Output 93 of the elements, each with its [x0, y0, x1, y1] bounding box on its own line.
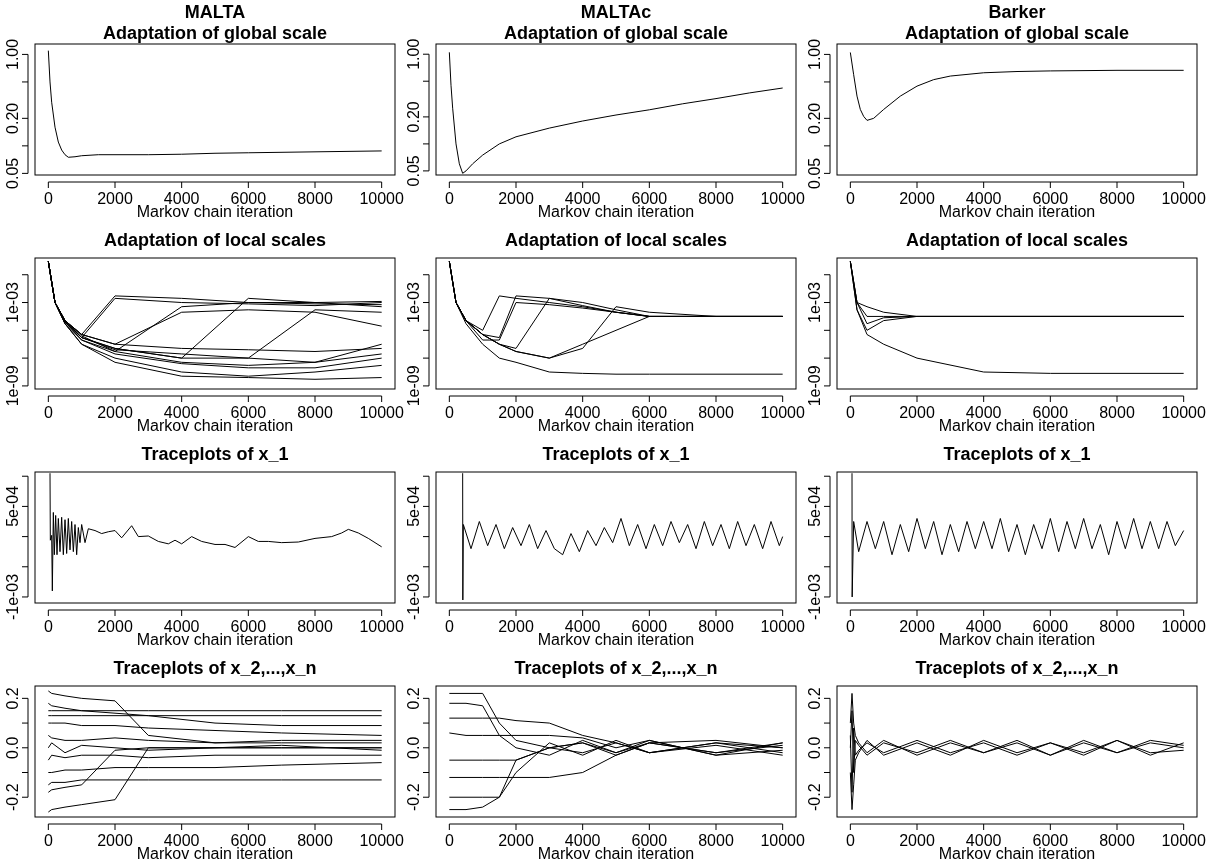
x-tick-label: 0	[444, 190, 454, 207]
y-tick-label: -1e-03	[4, 573, 21, 621]
x-tick-label: 2000	[899, 404, 935, 421]
x-tick-label: 10000	[1161, 618, 1207, 635]
x-tick-label: 0	[43, 832, 53, 849]
y-tick-label: 0.20	[4, 102, 21, 134]
chart-title: Adaptation of local scales	[905, 230, 1129, 250]
x-tick-label: 0	[43, 404, 53, 421]
y-tick-label: 0.20	[405, 101, 422, 133]
x-tick-label: 0	[444, 618, 454, 635]
x-tick-label: 0	[43, 190, 53, 207]
x-tick-label: 0	[845, 404, 855, 421]
chart-title: MALTAc	[580, 2, 652, 22]
y-tick-label: 0.0	[806, 736, 823, 759]
y-tick-label: 0.05	[405, 155, 422, 187]
chart-title: MALTA	[184, 2, 246, 22]
x-tick-label: 8000	[698, 618, 734, 635]
x-tick-label: 2000	[498, 404, 534, 421]
y-tick-label: 1e-03	[405, 281, 422, 323]
x-tick-label: 10000	[359, 190, 405, 207]
x-tick-label: 2000	[498, 190, 534, 207]
y-tick-label: 5e-04	[405, 485, 422, 527]
x-tick-label: 10000	[359, 832, 405, 849]
x-tick-label: 10000	[359, 618, 405, 635]
x-tick-label: 8000	[1099, 618, 1135, 635]
y-tick-label: -0.2	[4, 783, 21, 812]
x-tick-label: 2000	[498, 832, 534, 849]
chart-title: Traceplots of x_2,...,x_n	[514, 658, 718, 678]
y-tick-label: 0.0	[405, 736, 422, 759]
x-tick-label: 2000	[899, 832, 935, 849]
y-tick-label: 1e-03	[4, 281, 21, 323]
x-tick-label: 2000	[97, 618, 133, 635]
x-tick-label: 8000	[698, 404, 734, 421]
x-tick-label: 8000	[698, 190, 734, 207]
chart-subtitle: Adaptation of global scale	[904, 23, 1130, 43]
y-tick-label: -1e-03	[405, 573, 422, 621]
chart-subtitle: Adaptation of global scale	[102, 23, 328, 43]
x-tick-label: 0	[43, 618, 53, 635]
x-tick-label: 10000	[760, 618, 806, 635]
y-tick-label: 0.05	[4, 157, 21, 189]
x-tick-label: 10000	[1161, 190, 1207, 207]
x-tick-label: 0	[444, 832, 454, 849]
y-tick-label: 5e-04	[4, 485, 21, 527]
x-tick-label: 10000	[359, 404, 405, 421]
chart-title: Adaptation of local scales	[103, 230, 327, 250]
x-tick-label: 8000	[1099, 190, 1135, 207]
y-tick-label: 1.00	[405, 38, 422, 70]
x-tick-label: 8000	[297, 190, 333, 207]
y-tick-label: 1.00	[806, 38, 823, 70]
x-tick-label: 2000	[97, 190, 133, 207]
x-tick-label: 10000	[760, 832, 806, 849]
x-tick-label: 10000	[1161, 404, 1207, 421]
y-tick-label: 0.2	[405, 687, 422, 710]
x-tick-label: 8000	[1099, 404, 1135, 421]
chart-subtitle: Adaptation of global scale	[503, 23, 729, 43]
x-tick-label: 2000	[899, 190, 935, 207]
y-tick-label: 1.00	[4, 38, 21, 70]
y-tick-label: 0.2	[806, 687, 823, 710]
y-tick-label: 0.2	[4, 687, 21, 710]
x-tick-label: 8000	[698, 832, 734, 849]
chart-title: Traceplots of x_1	[542, 444, 690, 464]
chart-title: Traceplots of x_1	[141, 444, 289, 464]
x-tick-label: 2000	[498, 618, 534, 635]
chart-title: Adaptation of local scales	[504, 230, 728, 250]
y-tick-label: 0.05	[806, 157, 823, 189]
y-tick-label: 1e-09	[405, 365, 422, 407]
chart-title: Barker	[988, 2, 1046, 22]
x-tick-label: 10000	[1161, 832, 1207, 849]
y-tick-label: -0.2	[405, 783, 422, 812]
x-tick-label: 0	[845, 190, 855, 207]
y-tick-label: 1e-03	[806, 281, 823, 323]
x-tick-label: 0	[444, 404, 454, 421]
x-tick-label: 10000	[760, 404, 806, 421]
y-tick-label: 1e-09	[806, 365, 823, 407]
x-tick-label: 8000	[1099, 832, 1135, 849]
chart-title: Traceplots of x_1	[943, 444, 1091, 464]
y-tick-label: 1e-09	[4, 365, 21, 407]
x-tick-label: 8000	[297, 404, 333, 421]
y-tick-label: 0.0	[4, 736, 21, 759]
chart-title: Traceplots of x_2,...,x_n	[915, 658, 1119, 678]
x-tick-label: 8000	[297, 832, 333, 849]
y-tick-label: -0.2	[806, 783, 823, 812]
x-tick-label: 0	[845, 618, 855, 635]
y-tick-label: 5e-04	[806, 485, 823, 527]
x-tick-label: 2000	[899, 618, 935, 635]
y-tick-label: -1e-03	[806, 573, 823, 621]
x-tick-label: 10000	[760, 190, 806, 207]
y-tick-label: 0.20	[806, 102, 823, 134]
x-tick-label: 2000	[97, 404, 133, 421]
x-tick-label: 8000	[297, 618, 333, 635]
x-tick-label: 2000	[97, 832, 133, 849]
chart-title: Traceplots of x_2,...,x_n	[113, 658, 317, 678]
x-tick-label: 0	[845, 832, 855, 849]
